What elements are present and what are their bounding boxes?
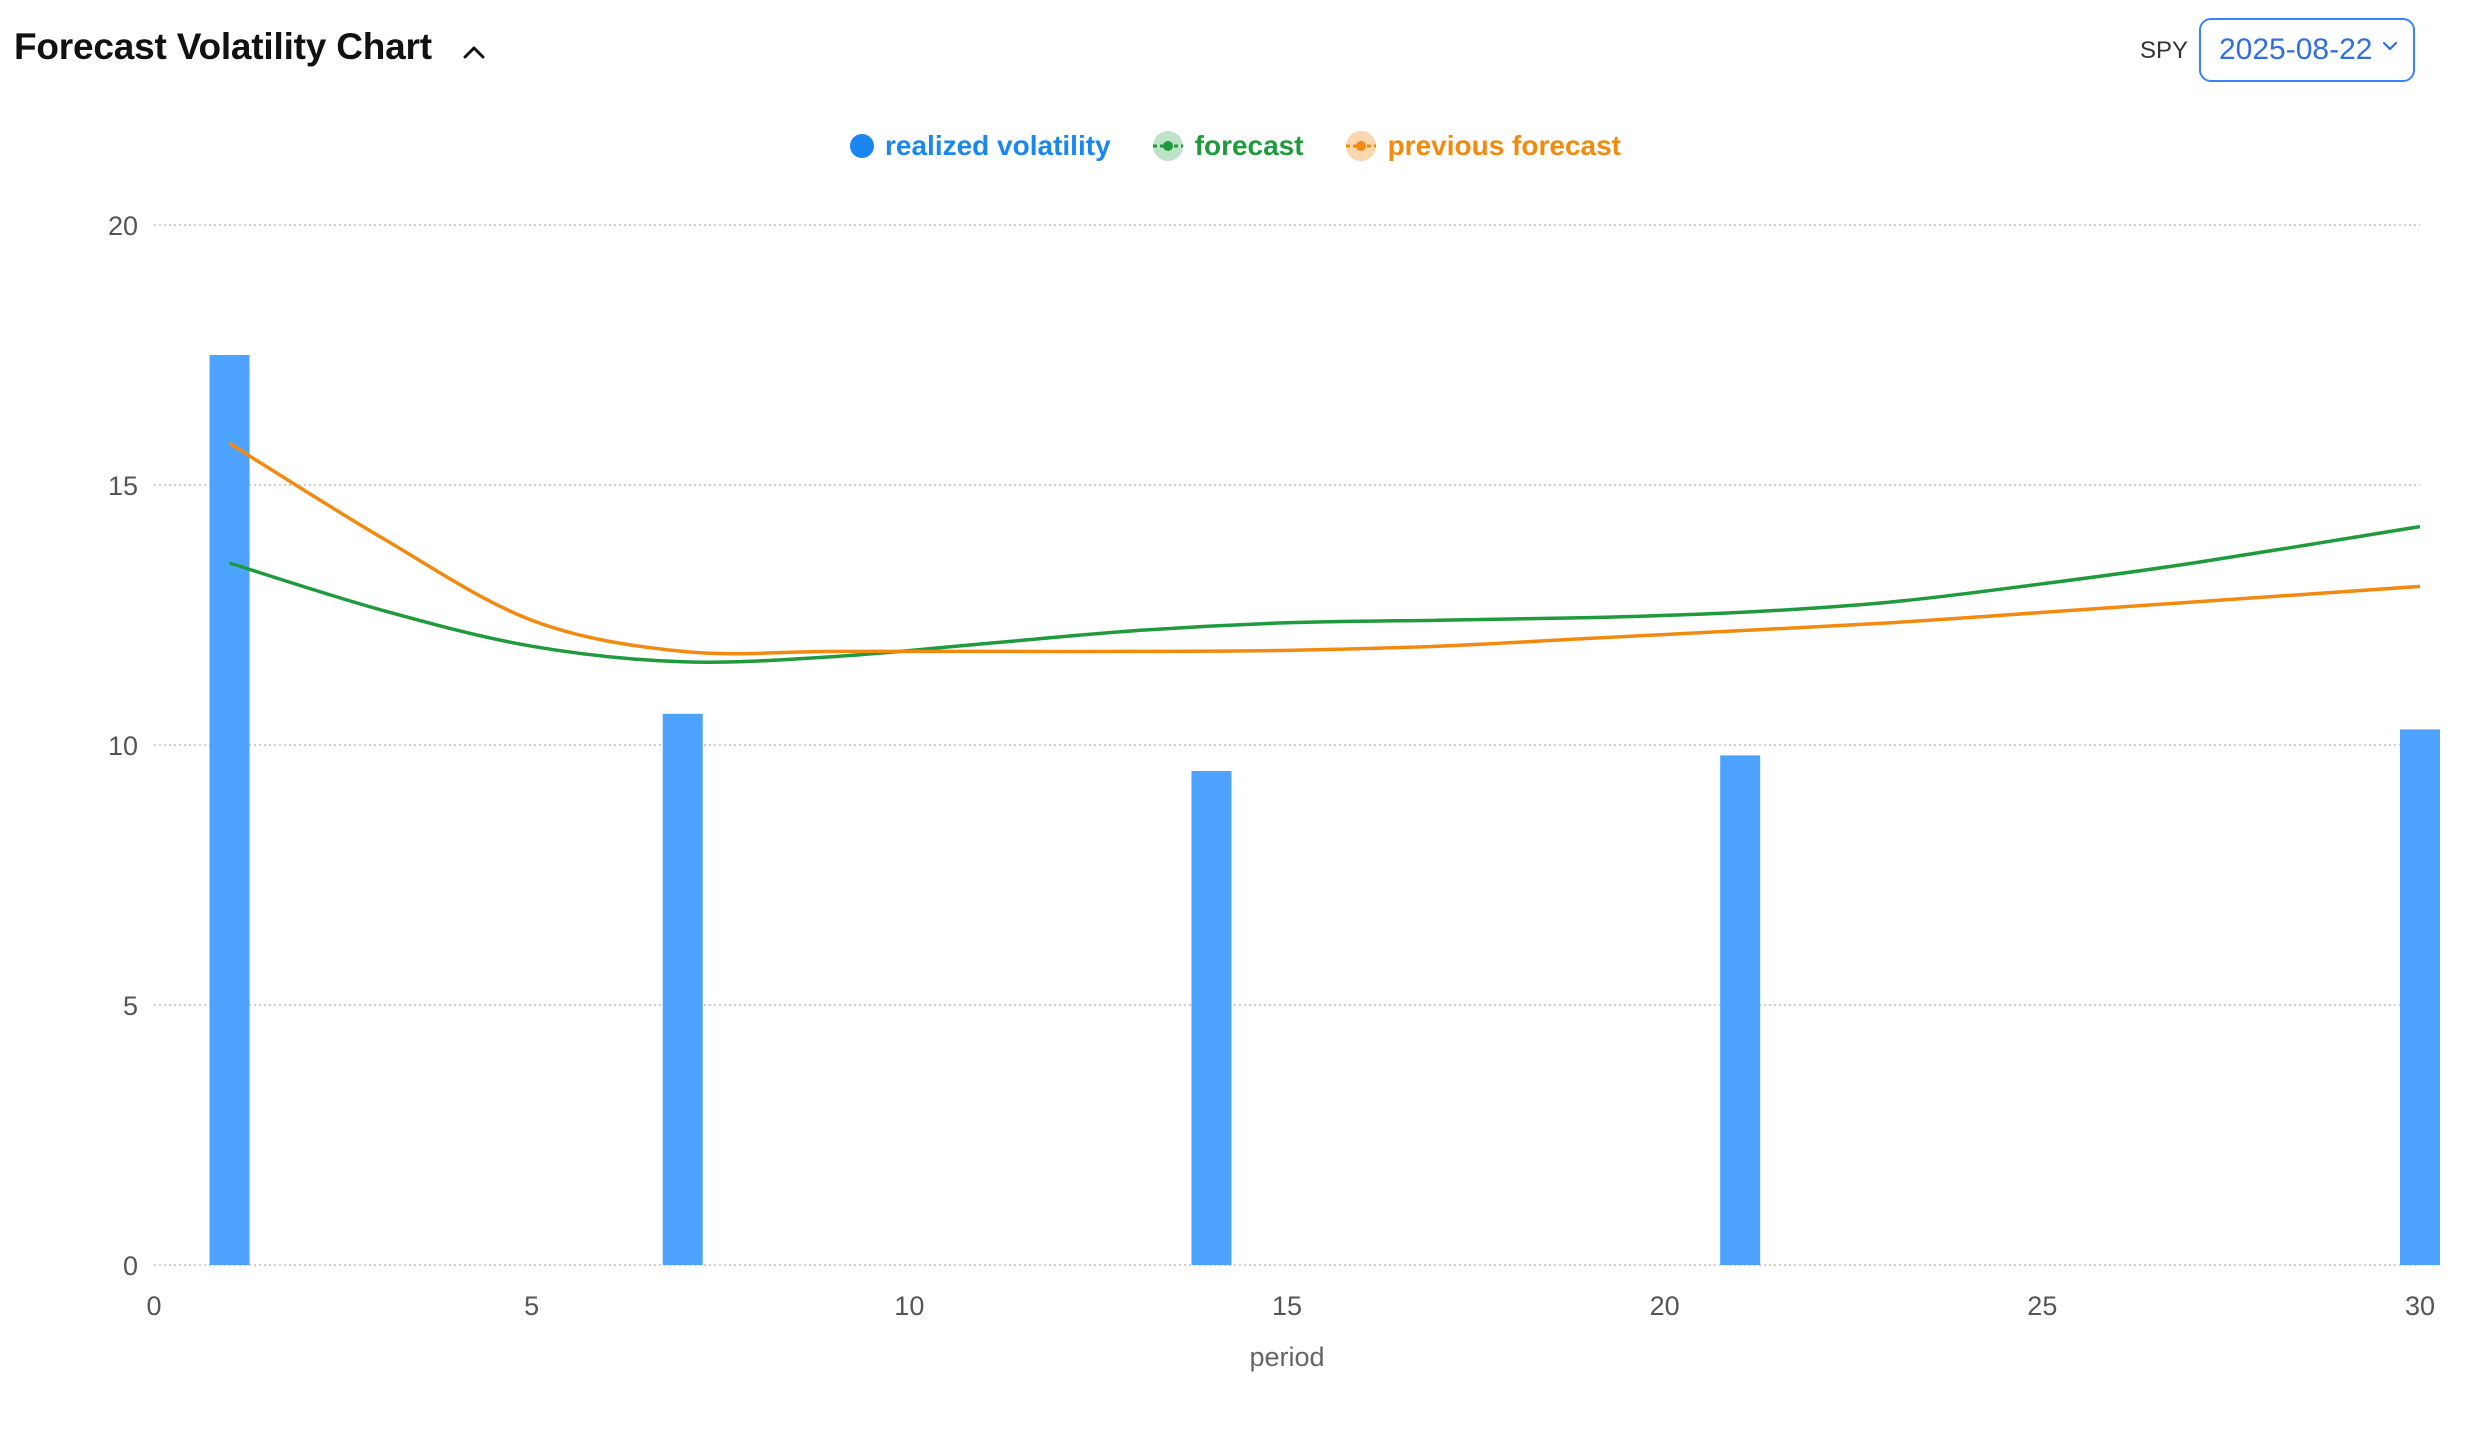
x-tick-label: 5 xyxy=(524,1291,539,1321)
legend-label: forecast xyxy=(1194,130,1304,161)
y-tick-label: 20 xyxy=(108,211,138,241)
collapse-button[interactable] xyxy=(452,30,496,74)
y-tick-label: 5 xyxy=(123,991,138,1021)
chart-legend: realized volatility forecast previous fo… xyxy=(0,126,2470,166)
x-tick-label: 10 xyxy=(894,1291,924,1321)
chevron-down-icon xyxy=(2382,41,2398,51)
chevron-up-icon xyxy=(463,46,485,59)
series-line-forecast xyxy=(229,524,2421,664)
bar xyxy=(1191,771,1232,1265)
date-select[interactable]: 2025-08-22 xyxy=(2199,18,2415,82)
grid-lines xyxy=(154,224,2420,1266)
bar xyxy=(1720,755,1761,1265)
bar xyxy=(209,355,250,1265)
legend-label: realized volatility xyxy=(885,130,1111,161)
x-tick-label: 15 xyxy=(1272,1291,1302,1321)
legend-item-previous-forecast[interactable]: previous forecast xyxy=(1344,129,1621,163)
ticker-label: SPY xyxy=(2140,37,2189,64)
series-line-previous-forecast xyxy=(228,441,2421,656)
bar xyxy=(662,713,703,1265)
chart-header: Forecast Volatility Chart SPY 2025-08-22 xyxy=(0,0,2470,100)
x-axis-title: period xyxy=(1249,1342,1324,1372)
series-lines xyxy=(228,441,2421,664)
legend-item-forecast[interactable]: forecast xyxy=(1151,129,1304,163)
legend-item-realized-volatility[interactable]: realized volatility xyxy=(849,130,1111,162)
legend-line-dot-icon xyxy=(1345,131,1376,161)
y-tick-label: 15 xyxy=(108,471,138,501)
x-tick-label: 25 xyxy=(2027,1291,2057,1321)
x-tick-label: 20 xyxy=(1650,1291,1680,1321)
bar xyxy=(2400,729,2440,1265)
legend-dot-icon xyxy=(850,134,874,158)
y-tick-label: 0 xyxy=(123,1251,138,1281)
page-title: Forecast Volatility Chart xyxy=(14,26,432,67)
tick-labels: 0 5 10 15 20 0 5 10 15 20 25 30 xyxy=(108,211,2435,1321)
bars xyxy=(209,355,2440,1265)
x-tick-label: 0 xyxy=(146,1291,161,1321)
x-tick-label: 30 xyxy=(2405,1291,2435,1321)
legend-line-dot-icon xyxy=(1152,131,1183,161)
y-tick-label: 10 xyxy=(108,731,138,761)
legend-label: previous forecast xyxy=(1387,130,1621,161)
date-select-value: 2025-08-22 xyxy=(2219,33,2373,66)
